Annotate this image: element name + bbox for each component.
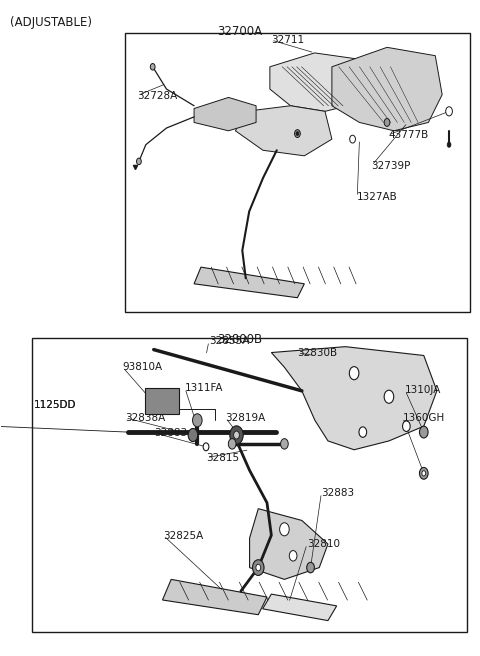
Circle shape <box>420 468 428 480</box>
Circle shape <box>295 130 300 138</box>
Polygon shape <box>271 346 437 450</box>
Circle shape <box>150 64 155 70</box>
Text: 32830B: 32830B <box>298 348 337 358</box>
Text: 1125DD: 1125DD <box>34 400 77 410</box>
Text: (ADJUSTABLE): (ADJUSTABLE) <box>10 16 92 29</box>
Circle shape <box>350 135 356 143</box>
Text: 32883: 32883 <box>322 488 355 498</box>
Text: 32815: 32815 <box>206 453 240 462</box>
Text: 32883: 32883 <box>154 428 187 438</box>
Circle shape <box>252 560 264 575</box>
Circle shape <box>289 550 297 561</box>
Circle shape <box>136 158 141 165</box>
Bar <box>32 338 468 632</box>
Circle shape <box>256 564 261 571</box>
Circle shape <box>446 107 453 116</box>
Circle shape <box>422 471 426 476</box>
Polygon shape <box>270 53 384 112</box>
Text: 32711: 32711 <box>271 35 304 45</box>
Text: 32700A: 32700A <box>217 25 263 38</box>
Text: 32855A: 32855A <box>209 336 249 346</box>
Text: 32739P: 32739P <box>372 161 411 171</box>
Text: 32819A: 32819A <box>226 413 266 422</box>
Text: 1360GH: 1360GH <box>403 413 445 422</box>
Circle shape <box>203 443 209 451</box>
Circle shape <box>307 562 314 573</box>
Polygon shape <box>235 106 332 156</box>
Circle shape <box>280 523 289 536</box>
Bar <box>145 388 179 415</box>
Text: 32838A: 32838A <box>125 413 166 422</box>
Circle shape <box>228 439 236 449</box>
Polygon shape <box>194 267 304 298</box>
Text: 32800B: 32800B <box>217 333 263 346</box>
Polygon shape <box>332 47 442 131</box>
Polygon shape <box>250 508 328 579</box>
Circle shape <box>447 142 451 148</box>
Polygon shape <box>194 97 256 131</box>
Text: 93810A: 93810A <box>123 362 163 372</box>
Circle shape <box>384 390 394 403</box>
Circle shape <box>281 439 288 449</box>
Text: 1125DD: 1125DD <box>34 400 77 410</box>
Circle shape <box>384 119 390 127</box>
Text: 32810: 32810 <box>307 539 340 549</box>
Text: 43777B: 43777B <box>388 130 429 140</box>
Text: 32728A: 32728A <box>137 91 177 100</box>
Circle shape <box>420 426 428 438</box>
Bar <box>125 33 470 312</box>
Polygon shape <box>162 579 267 615</box>
Circle shape <box>296 132 299 136</box>
Circle shape <box>403 421 410 432</box>
Circle shape <box>349 367 359 380</box>
Text: 1327AB: 1327AB <box>357 192 398 202</box>
Text: 1311FA: 1311FA <box>185 383 224 393</box>
Text: 1310JA: 1310JA <box>405 385 442 395</box>
Circle shape <box>230 426 243 444</box>
Circle shape <box>188 428 198 441</box>
Circle shape <box>192 414 202 427</box>
Circle shape <box>359 427 367 438</box>
Polygon shape <box>263 594 336 621</box>
Text: 32825A: 32825A <box>163 531 204 541</box>
Circle shape <box>234 431 240 439</box>
